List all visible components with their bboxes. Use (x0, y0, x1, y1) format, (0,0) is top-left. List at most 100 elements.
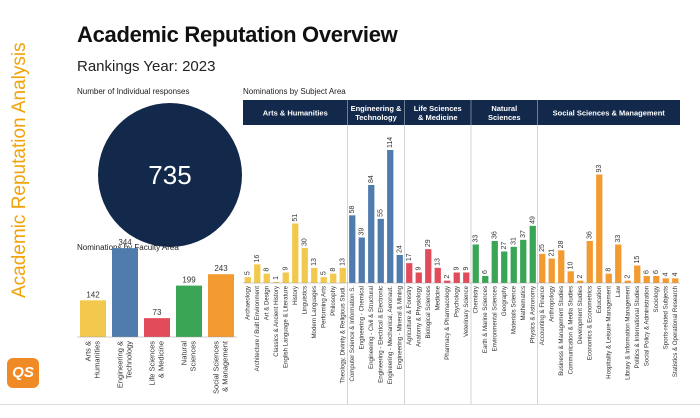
subject-category-label: Biological Sciences (425, 286, 432, 339)
subject-bar-modern-languages (311, 267, 318, 283)
faculty-category-label: Technology (124, 341, 133, 379)
subject-value-biological-sciences: 29 (425, 239, 432, 247)
subject-value-politics-international-studies: 15 (634, 256, 641, 264)
subject-category-label: Art & Design (263, 286, 270, 320)
subject-category-label: Engineering - Chemical (358, 286, 365, 349)
subject-category-label: Engineering - Mineral & Mining (396, 286, 403, 369)
subject-category-label: Architecture / Built Environment (254, 286, 261, 372)
subject-bar-agriculture-forestry (406, 263, 413, 283)
qs-logo: QS (7, 358, 39, 388)
subject-group-title: Natural (491, 104, 517, 113)
faculty-category-label: Natural (179, 341, 188, 366)
subject-bar-engineering-chemical (358, 237, 365, 283)
subject-category-label: Pharmacy & Pharmacology (444, 285, 451, 360)
subject-category-label: Medicine (434, 285, 441, 310)
subject-bar-materials-science (510, 246, 517, 283)
subject-bar-history (292, 223, 299, 283)
subject-category-label: Development Studies (577, 286, 584, 344)
subject-value-veterinary-science: 9 (463, 267, 470, 271)
subject-group-title: Technology (355, 113, 397, 122)
subject-bar-business-management-studies (558, 250, 565, 283)
faculty-category-label: Social Sciences (211, 341, 220, 394)
subject-value-linguistics: 30 (302, 238, 309, 246)
subject-bar-mathematics (520, 239, 527, 283)
subject-bar-social-policy-administration (643, 276, 650, 283)
subject-bar-linguistics (301, 248, 308, 283)
subject-group-title: Engineering & (351, 104, 402, 113)
subject-value-social-policy-administration: 6 (644, 270, 651, 274)
subject-bar-earth-marine-sciences (482, 276, 489, 283)
subject-category-label: Agriculture & Forestry (406, 285, 413, 345)
subject-value-statistics-operational-research: 4 (672, 272, 679, 276)
subject-category-label: Anatomy & Physiology (415, 285, 422, 347)
faculty-chart-title: Nominations by Faculty Area (77, 243, 179, 252)
subject-group-title: Social Sciences & Management (553, 109, 666, 118)
subject-value-earth-marine-sciences: 6 (482, 270, 489, 274)
subject-value-sociology: 6 (653, 270, 660, 274)
faculty-value-social-sciences-management: 243 (214, 264, 228, 273)
subject-bar-engineering-mechanical-aeronaut (387, 150, 394, 283)
subject-value-chemistry: 33 (473, 235, 480, 243)
subject-bar-development-studies (577, 280, 584, 283)
subject-value-accounting-finance: 25 (539, 244, 546, 252)
subject-value-development-studies: 2 (577, 275, 584, 279)
faculty-bar-natural-sciences (176, 285, 202, 337)
subject-bar-anthropology (548, 258, 555, 283)
subject-value-sports-related-subjects: 4 (663, 272, 670, 276)
subject-category-label: Archaeology (244, 285, 251, 320)
subject-value-library-information-management: 2 (625, 275, 632, 279)
subject-category-label: Sports-related Subjects (662, 286, 669, 349)
subject-value-art-design: 8 (264, 268, 271, 272)
subject-bar-philosophy (330, 273, 337, 283)
subject-group-title: Arts & Humanities (263, 109, 328, 118)
subject-value-modern-languages: 13 (311, 258, 318, 266)
subject-bar-veterinary-science (463, 272, 470, 283)
subject-value-economics-econometrics: 36 (587, 231, 594, 239)
subject-bar-art-design (263, 273, 270, 283)
subject-bar-physics-astronomy (529, 225, 536, 283)
faculty-category-label: Arts & (83, 341, 92, 361)
subject-bar-statistics-operational-research (672, 278, 679, 283)
subject-bar-law (615, 244, 622, 283)
subject-value-performing-arts: 5 (321, 271, 328, 275)
subject-value-law: 33 (615, 235, 622, 243)
faculty-bar-life-sciences-medicine (144, 318, 170, 337)
subject-bar-environmental-sciences (491, 241, 498, 283)
subject-category-label: Environmental Sciences (491, 286, 498, 351)
subject-value-agriculture-forestry: 17 (406, 253, 413, 261)
subject-value-environmental-sciences: 36 (492, 231, 499, 239)
subject-bar-engineering-mineral-mining (396, 255, 403, 283)
subject-group-header-natural-sciences (471, 100, 538, 125)
subject-category-label: Materials Science (510, 285, 517, 334)
subject-value-geography: 27 (501, 242, 508, 250)
faculty-value-natural-sciences: 199 (182, 276, 196, 285)
subject-category-label: Theology, Divinity & Religious Studi. (339, 286, 346, 384)
subject-group-header-life-sciences-medicine (404, 100, 471, 125)
subject-category-label: Sociology (653, 285, 660, 312)
subject-value-architecture-built-environment: 16 (254, 254, 261, 262)
subject-category-label: Engineering - Mechanical, Aeronaut. (387, 286, 394, 385)
faculty-category-label: & Medicine (156, 341, 165, 378)
subject-bar-english-language-literature (282, 272, 289, 283)
subject-bar-medicine (434, 267, 441, 283)
subject-bar-communication-media-studies (567, 271, 574, 283)
subject-bar-psychology (453, 272, 460, 283)
subject-category-label: Education (596, 286, 603, 313)
faculty-bar-engineering-technology (112, 248, 138, 337)
subject-bar-geography (501, 251, 508, 283)
subject-category-label: Statistics & Operational Research (672, 286, 679, 377)
subject-value-education: 93 (596, 165, 603, 173)
subject-category-label: Engineering - Civil & Structural (368, 286, 375, 369)
subject-category-label: Economics & Econometrics (586, 286, 593, 360)
subject-bar-engineering-electrical-electronic (377, 218, 384, 283)
subject-group-header-engineering-technology (347, 100, 405, 125)
faculty-value-arts-humanities: 142 (86, 290, 100, 299)
subject-category-label: Chemistry (472, 285, 479, 313)
subject-category-label: Mathematics (520, 286, 527, 321)
subject-value-engineering-civil-structural: 84 (368, 175, 375, 183)
page-title: Academic Reputation Overview (77, 22, 398, 47)
subject-category-label: Law (615, 285, 622, 297)
faculty-bar-arts-humanities (80, 300, 106, 337)
